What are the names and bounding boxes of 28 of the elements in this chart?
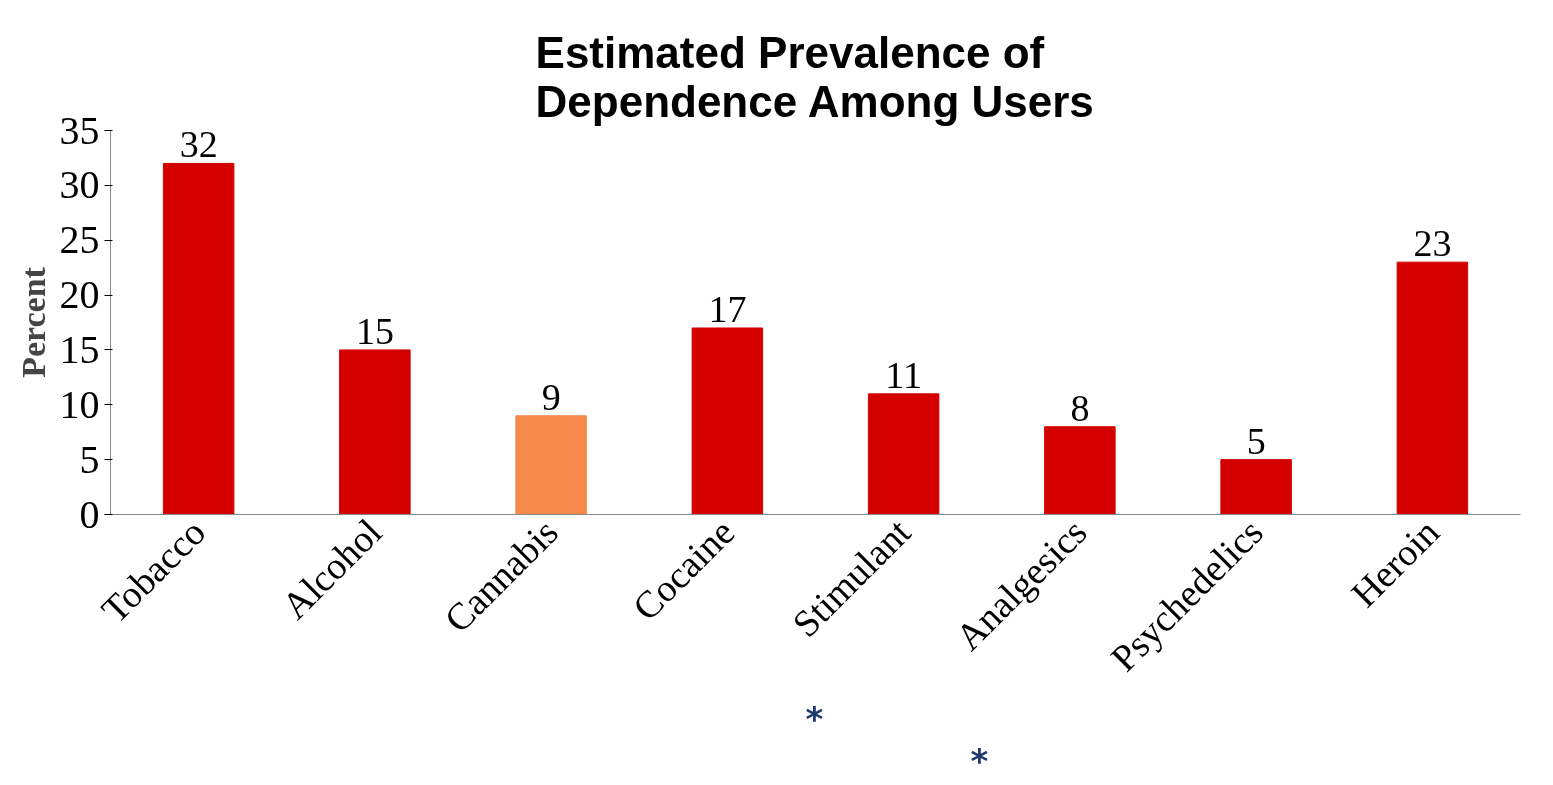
bar (339, 349, 411, 515)
bar (1220, 459, 1292, 515)
data-label: 23 (1413, 222, 1452, 265)
chart-title: Estimated Prevalence of Dependence Among Users (535, 27, 1094, 126)
y-tick-label: 15 (59, 326, 100, 372)
y-tick-label: 25 (59, 217, 100, 263)
y-tick-label: 10 (59, 381, 100, 427)
y-axis-title: Percent (14, 266, 52, 378)
y-tick-label: 0 (79, 491, 100, 537)
y-tick-label: 35 (59, 107, 100, 153)
bar (1396, 261, 1469, 515)
y-tick-label: 5 (79, 436, 100, 482)
text: * (970, 740, 989, 781)
y-tick-label: 20 (59, 272, 100, 318)
bar (515, 415, 587, 515)
data-label: 11 (885, 353, 922, 396)
data-label: 8 (1070, 386, 1090, 429)
data-label: 32 (179, 123, 218, 166)
bar (867, 393, 940, 515)
bar (1044, 426, 1116, 515)
data-label: 5 (1246, 419, 1266, 462)
text: * (805, 698, 824, 739)
bar (162, 162, 235, 515)
y-tick-label: 30 (59, 162, 100, 208)
data-label: 9 (541, 375, 561, 418)
data-label: 17 (708, 287, 747, 330)
bar (691, 327, 764, 515)
data-label: 15 (355, 309, 394, 352)
